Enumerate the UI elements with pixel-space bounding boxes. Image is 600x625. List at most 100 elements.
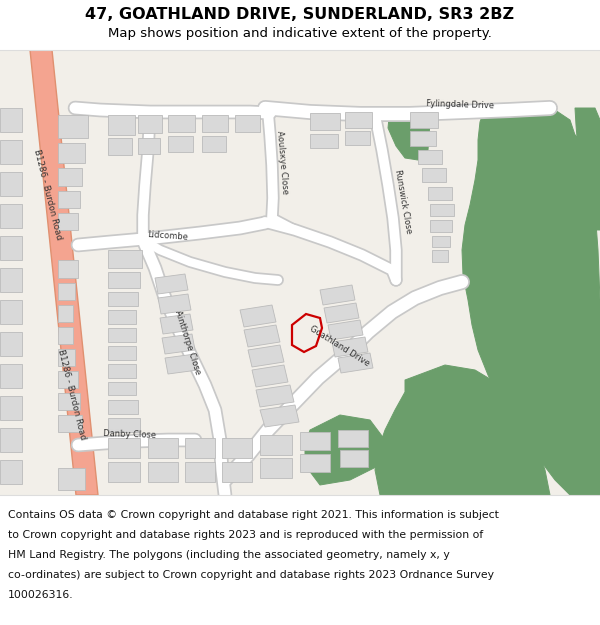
Polygon shape (58, 283, 75, 300)
Text: 100026316.: 100026316. (8, 590, 74, 600)
Polygon shape (260, 458, 292, 478)
Polygon shape (222, 438, 252, 458)
Polygon shape (575, 108, 600, 230)
Polygon shape (0, 332, 22, 356)
Text: Contains OS data © Crown copyright and database right 2021. This information is : Contains OS data © Crown copyright and d… (8, 510, 499, 520)
Polygon shape (345, 112, 372, 128)
Polygon shape (0, 460, 22, 484)
Text: Map shows position and indicative extent of the property.: Map shows position and indicative extent… (108, 28, 492, 41)
Polygon shape (428, 187, 452, 200)
Polygon shape (108, 462, 140, 482)
Polygon shape (165, 354, 198, 374)
Polygon shape (58, 415, 82, 432)
Polygon shape (0, 50, 600, 495)
Polygon shape (328, 320, 363, 340)
Polygon shape (138, 138, 160, 154)
Polygon shape (58, 349, 75, 366)
Polygon shape (58, 115, 88, 138)
Polygon shape (256, 385, 294, 407)
Polygon shape (248, 345, 284, 367)
Polygon shape (260, 435, 292, 455)
Text: Fylingdale Drive: Fylingdale Drive (426, 99, 494, 110)
Polygon shape (162, 334, 195, 354)
Polygon shape (58, 213, 78, 230)
Polygon shape (108, 418, 140, 432)
Polygon shape (332, 337, 368, 357)
Polygon shape (58, 371, 78, 388)
Text: Lidcombe: Lidcombe (147, 230, 189, 242)
Polygon shape (108, 364, 136, 378)
Polygon shape (320, 285, 355, 305)
Polygon shape (252, 365, 288, 387)
Text: 47, GOATHLAND DRIVE, SUNDERLAND, SR3 2BZ: 47, GOATHLAND DRIVE, SUNDERLAND, SR3 2BZ (85, 6, 515, 21)
Polygon shape (338, 353, 373, 373)
Polygon shape (260, 405, 299, 427)
Polygon shape (202, 115, 228, 132)
Text: to Crown copyright and database rights 2023 and is reproduced with the permissio: to Crown copyright and database rights 2… (8, 530, 483, 540)
Polygon shape (108, 272, 140, 288)
Text: Ainthorpe Close: Ainthorpe Close (173, 309, 203, 375)
Polygon shape (527, 108, 585, 340)
Polygon shape (0, 364, 22, 388)
Polygon shape (240, 305, 276, 327)
Polygon shape (202, 136, 226, 152)
Polygon shape (324, 303, 359, 323)
Polygon shape (432, 250, 448, 262)
Text: co-ordinates) are subject to Crown copyright and database rights 2023 Ordnance S: co-ordinates) are subject to Crown copyr… (8, 570, 494, 580)
Text: Aoulsкye Close: Aoulsкye Close (275, 130, 290, 194)
Polygon shape (58, 327, 73, 344)
Polygon shape (108, 438, 140, 458)
Polygon shape (0, 268, 22, 292)
Polygon shape (108, 292, 138, 306)
Polygon shape (108, 115, 135, 135)
Polygon shape (168, 115, 195, 132)
Polygon shape (305, 415, 385, 485)
Polygon shape (108, 382, 136, 395)
Polygon shape (58, 305, 73, 322)
Polygon shape (300, 432, 330, 450)
Polygon shape (430, 204, 454, 216)
Text: B1286 - Burdon Road: B1286 - Burdon Road (56, 349, 88, 441)
Polygon shape (310, 134, 338, 148)
Polygon shape (58, 191, 80, 208)
Polygon shape (160, 314, 193, 334)
Polygon shape (410, 131, 436, 146)
Polygon shape (108, 138, 132, 155)
Polygon shape (418, 150, 442, 164)
Polygon shape (108, 250, 142, 268)
Polygon shape (432, 236, 450, 247)
Polygon shape (430, 220, 452, 232)
Text: B1286 - Burdon Road: B1286 - Burdon Road (32, 149, 64, 241)
Polygon shape (0, 396, 22, 420)
Polygon shape (108, 400, 138, 414)
Polygon shape (375, 365, 550, 495)
Polygon shape (410, 112, 438, 128)
Polygon shape (235, 115, 260, 132)
Polygon shape (345, 131, 370, 145)
Polygon shape (155, 274, 188, 294)
Polygon shape (0, 172, 22, 196)
Text: Goathland Drive: Goathland Drive (308, 324, 371, 368)
Polygon shape (185, 462, 215, 482)
Text: Runswick Close: Runswick Close (393, 169, 413, 235)
Polygon shape (185, 438, 215, 458)
Polygon shape (58, 468, 85, 490)
Polygon shape (0, 108, 22, 132)
Polygon shape (338, 430, 368, 447)
Polygon shape (0, 236, 22, 260)
Polygon shape (340, 450, 368, 467)
Polygon shape (462, 108, 600, 495)
Polygon shape (158, 294, 191, 314)
Polygon shape (0, 204, 22, 228)
Polygon shape (148, 462, 178, 482)
Text: Danby Close: Danby Close (103, 429, 157, 440)
Polygon shape (58, 143, 85, 163)
Polygon shape (108, 346, 136, 360)
Polygon shape (138, 115, 162, 133)
Polygon shape (244, 325, 280, 347)
Polygon shape (168, 136, 193, 152)
Polygon shape (0, 428, 22, 452)
Polygon shape (310, 113, 340, 130)
Polygon shape (58, 393, 80, 410)
Polygon shape (0, 300, 22, 324)
